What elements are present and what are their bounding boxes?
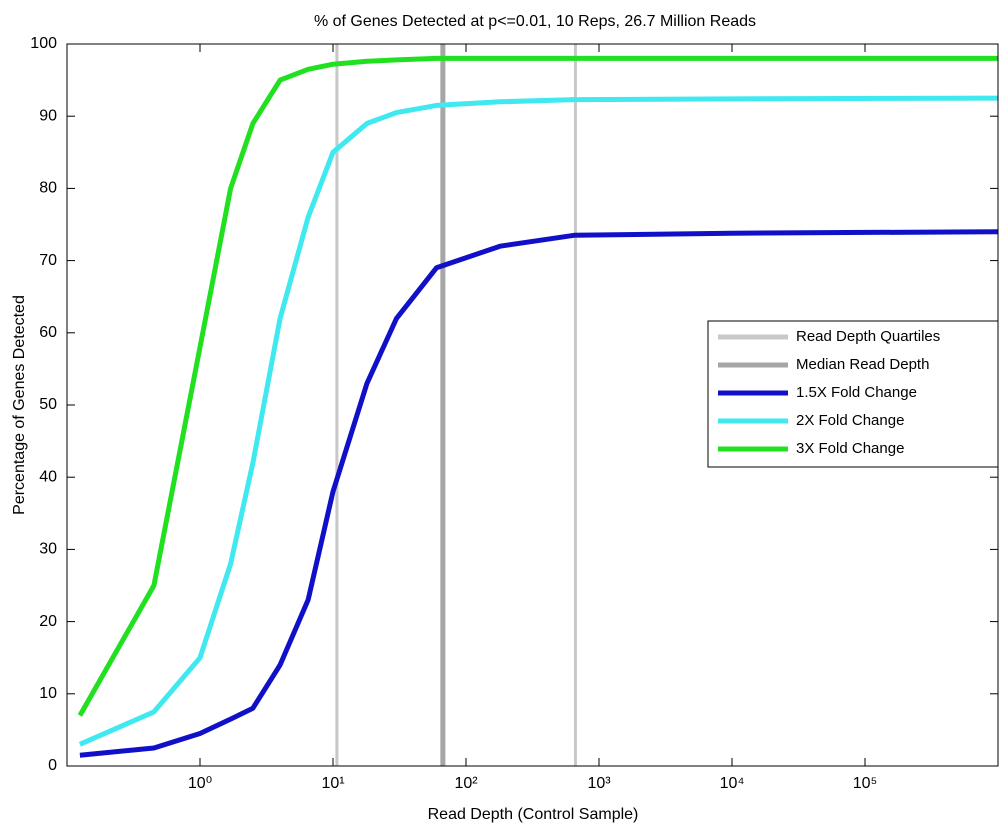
x-axis-label: Read Depth (Control Sample) [428,806,639,823]
y-tick-label: 20 [39,613,57,630]
y-tick-label: 0 [48,757,57,774]
x-tick-label: 10³ [587,775,611,792]
x-tick-label: 10⁵ [853,775,877,792]
legend: Read Depth Quartiles Median Read Depth 1.5… [707,320,999,468]
legend-label: Median Read Depth [796,356,929,373]
legend-label: 3X Fold Change [796,440,904,457]
y-tick-label: 50 [39,396,57,413]
y-axis-label: Percentage of Genes Detected [11,295,28,515]
y-tick-label: 60 [39,324,57,341]
x-tick-label: 10⁰ [188,775,212,792]
series-line [78,95,999,747]
y-tick-label: 100 [30,35,57,52]
y-tick-label: 80 [39,180,57,197]
series-line [79,229,999,758]
legend-label: Read Depth Quartiles [796,328,940,345]
y-tick-label: 40 [39,468,57,485]
y-tick-label: 30 [39,541,57,558]
chart-title: % of Genes Detected at p<=0.01, 10 Reps,… [314,13,756,30]
x-tick-label: 10⁴ [720,775,745,792]
y-tick-label: 70 [39,252,57,269]
series-line [77,55,998,717]
legend-label: 1.5X Fold Change [796,384,917,401]
x-tick-label: 10² [454,775,478,792]
x-tick-label: 10¹ [321,775,344,792]
y-tick-label: 90 [39,107,57,124]
legend-label: 2X Fold Change [796,412,904,429]
y-tick-label: 10 [39,685,57,702]
